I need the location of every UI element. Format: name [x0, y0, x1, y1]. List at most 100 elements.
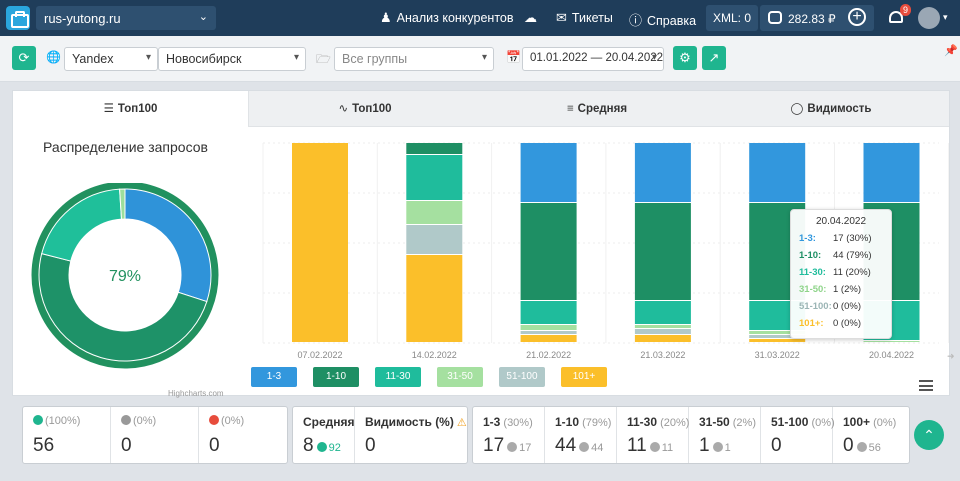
- chevron-down-icon: ▾: [293, 52, 299, 63]
- bar-segment-11-30[interactable]: [634, 301, 691, 324]
- tooltip-row: 51-100: 0 (0%): [799, 301, 883, 318]
- donut-center-label: 79%: [109, 268, 141, 285]
- cloud-button[interactable]: ☁: [524, 10, 542, 26]
- legend-item-101+[interactable]: 101+: [561, 367, 607, 387]
- chevron-down-icon[interactable]: ▾: [943, 12, 948, 22]
- stat-sub: 56: [868, 442, 881, 454]
- bar-segment-101+[interactable]: [406, 255, 463, 342]
- trend-icon: ∿: [338, 103, 349, 115]
- chevron-up-icon: ⌃: [923, 427, 935, 443]
- tooltip-row-value: 1 (2%): [833, 284, 861, 295]
- bar-segment-31-50[interactable]: [863, 341, 920, 342]
- legend-item-11-30[interactable]: 11-30: [375, 367, 421, 387]
- top-bar: rus-yutong.ru ⌄ ♟ Анализ конкурентов ☁ ✉ Т…: [0, 0, 960, 36]
- arrow-up-circle-icon: [33, 415, 43, 425]
- glasses-icon: ◯: [790, 103, 804, 115]
- donut-title: Распределение запросов: [43, 139, 208, 155]
- tooltip-row-label: 11-30:: [799, 267, 826, 278]
- bar-segment-101+[interactable]: [634, 335, 691, 342]
- tooltip-row: 1-3: 17 (30%): [799, 233, 883, 250]
- help-link[interactable]: ⓘ Справка: [629, 10, 696, 29]
- chevron-right-icon[interactable]: ➜: [947, 351, 955, 361]
- engine-select[interactable]: Yandex ▾: [64, 47, 158, 71]
- stat-label: 51-100: [771, 415, 809, 429]
- tab-average[interactable]: ≡ Средняя: [481, 91, 713, 127]
- scroll-top-button[interactable]: ⌃: [914, 420, 944, 450]
- stat-same: (0%) 0: [111, 407, 199, 463]
- bar-segment-31-50[interactable]: [749, 331, 806, 334]
- bar-segment-31-50[interactable]: [406, 201, 463, 224]
- briefcase-icon[interactable]: [6, 6, 30, 30]
- refresh-button[interactable]: ⟳: [12, 46, 36, 70]
- region-select[interactable]: Новосибирск ▾: [158, 47, 306, 71]
- legend-item-1-3[interactable]: 1-3: [251, 367, 297, 387]
- stat-value: 11: [627, 435, 647, 456]
- arrow-down-circle-icon: [209, 415, 219, 425]
- avatar[interactable]: [918, 7, 940, 29]
- xml-counter[interactable]: XML: 0: [706, 5, 758, 31]
- bar-segment-1-3[interactable]: [520, 143, 577, 202]
- bar-segment-1-3[interactable]: [863, 143, 920, 202]
- bar-segment-11-30[interactable]: [406, 155, 463, 200]
- stat-value: 0: [771, 435, 782, 456]
- stat-value: 0: [365, 435, 376, 456]
- warning-icon[interactable]: ⚠: [456, 417, 467, 429]
- bar-segment-1-3[interactable]: [749, 143, 806, 202]
- layers-icon: ☰: [103, 103, 114, 115]
- arrow-up-circle-icon: [649, 442, 660, 452]
- settings-button[interactable]: ⚙: [673, 46, 697, 70]
- groups-select[interactable]: Все группы ▾: [334, 47, 494, 71]
- legend-item-51-100[interactable]: 51-100: [499, 367, 545, 387]
- competitors-link[interactable]: ♟ Анализ конкурентов: [380, 10, 514, 26]
- tooltip-row-label: 1-3:: [799, 233, 816, 244]
- stat-visibility: Видимость (%) ⚠ 0: [355, 407, 467, 463]
- groups-placeholder: Все группы: [342, 52, 408, 66]
- legend-item-31-50[interactable]: 31-50: [437, 367, 483, 387]
- balance-value: 282.83 ₽: [788, 12, 836, 26]
- export-button[interactable]: ↗: [702, 46, 726, 70]
- bar-segment-31-50[interactable]: [634, 325, 691, 328]
- bar-segment-51-100[interactable]: [520, 331, 577, 334]
- tab-top100-trend[interactable]: ∿ Топ100: [249, 91, 481, 127]
- bar-segment-1-10[interactable]: [634, 203, 691, 300]
- change-stats: (100%) 56 (0%) 0 (0%) 0: [22, 406, 288, 464]
- people-icon: ♟: [380, 10, 392, 25]
- bar-segment-101+[interactable]: [749, 339, 806, 342]
- bar-segment-51-100[interactable]: [406, 225, 463, 254]
- bar-segment-51-100[interactable]: [634, 329, 691, 334]
- stat-value: 8: [303, 435, 314, 456]
- stat-value: 0: [121, 435, 132, 456]
- bar-segment-1-3[interactable]: [634, 143, 691, 202]
- pin-icon[interactable]: 📌: [944, 45, 958, 57]
- legend-item-1-10[interactable]: 1-10: [313, 367, 359, 387]
- tooltip-row-label: 31-50:: [799, 284, 827, 295]
- tab-label: Топ100: [117, 103, 158, 115]
- chart-menu-icon[interactable]: [919, 380, 933, 391]
- tab-visibility[interactable]: ◯ Видимость: [713, 91, 949, 127]
- add-funds-icon[interactable]: +: [848, 8, 866, 26]
- gear-icon: ⚙: [679, 50, 691, 65]
- balance[interactable]: 282.83 ₽ +: [760, 5, 874, 31]
- bar-segment-101+[interactable]: [292, 143, 348, 342]
- stat-pct: (20%): [660, 417, 690, 429]
- bar-segment-11-30[interactable]: [520, 301, 577, 324]
- stat-sub: 92: [328, 442, 341, 454]
- bar-segment-1-10[interactable]: [406, 143, 463, 154]
- wallet-icon: [768, 11, 782, 24]
- date-range-select[interactable]: 01.01.2022 — 20.04.2022 ▾: [522, 47, 664, 71]
- tickets-link[interactable]: ✉ Тикеты: [556, 10, 613, 26]
- tooltip-row: 11-30: 11 (20%): [799, 267, 883, 284]
- stat-range-1-3: 1-3 (30%) 17 17: [473, 407, 545, 463]
- tab-top100[interactable]: ☰ Топ100: [13, 91, 249, 127]
- bell-icon[interactable]: [888, 8, 904, 26]
- bar-segment-31-50[interactable]: [520, 325, 577, 330]
- bar-segment-1-10[interactable]: [520, 203, 577, 300]
- tab-label: Видимость: [807, 103, 872, 115]
- bar-segment-51-100[interactable]: [749, 335, 806, 338]
- stat-value: 0: [843, 435, 854, 456]
- tooltip-row: 31-50: 1 (2%): [799, 284, 883, 301]
- site-select[interactable]: rus-yutong.ru ⌄: [36, 6, 216, 30]
- stat-value: 56: [33, 435, 55, 456]
- bar-segment-101+[interactable]: [520, 335, 577, 342]
- highcharts-credit[interactable]: Highcharts.com: [168, 389, 224, 398]
